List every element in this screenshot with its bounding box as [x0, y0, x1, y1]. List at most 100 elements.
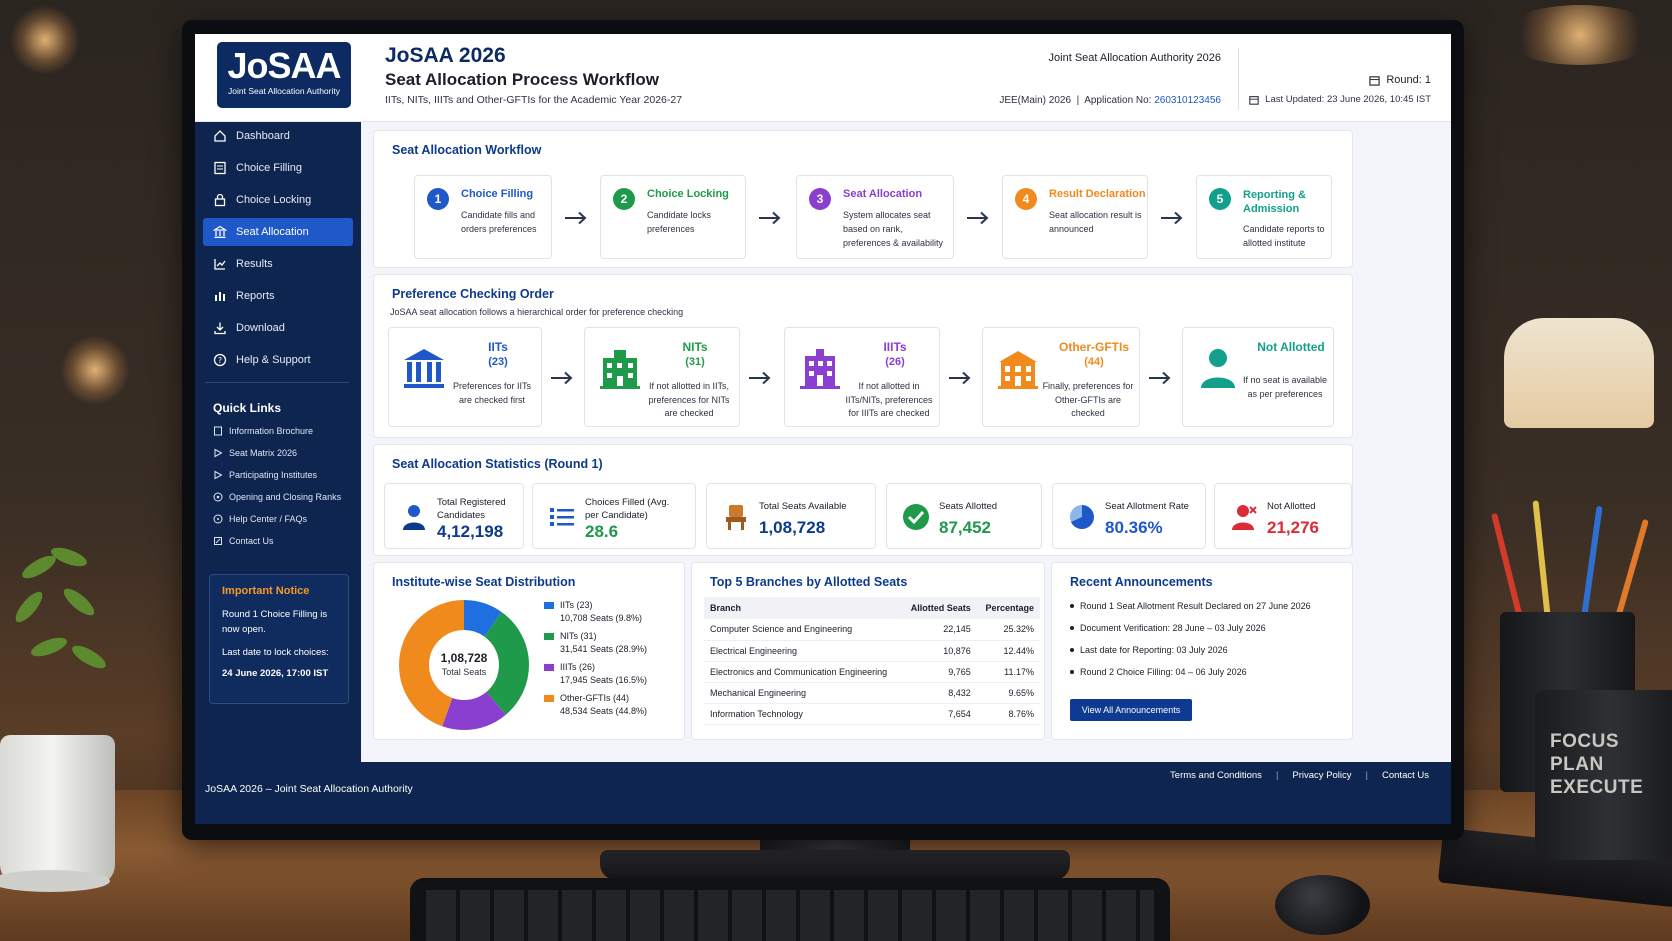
quick-link-seat-matrix[interactable]: Seat Matrix 2026: [213, 448, 297, 458]
stat-label: Not Allotted: [1267, 501, 1316, 512]
preference-description: If not allotted in IITs/NITs, preference…: [845, 381, 933, 418]
footer-separator: |: [1275, 770, 1279, 781]
mug: [1535, 690, 1672, 860]
sidebar-item-help-support[interactable]: ? Help & Support: [203, 346, 353, 374]
preference-nits[interactable]: NITs (31) If not allotted in IITs, prefe…: [584, 327, 740, 427]
column-header: Percentage: [976, 597, 1040, 619]
important-notice: Important Notice Round 1 Choice Filling …: [209, 574, 349, 704]
home-icon: [214, 130, 226, 142]
arrow-right-icon: [1161, 211, 1183, 225]
list-item[interactable]: Document Verification: 28 June – 03 July…: [1070, 621, 1340, 635]
list-item[interactable]: Round 1 Seat Allotment Result Declared o…: [1070, 599, 1340, 613]
sidebar-item-results[interactable]: Results: [203, 250, 353, 278]
workflow-step-result-declaration[interactable]: 4 Result Declaration Seat allocation res…: [1002, 175, 1148, 259]
donut-slice-nits[interactable]: [399, 600, 529, 730]
notice-body: Round 1 Choice Filling is now open.: [222, 609, 328, 635]
plant-pot: [0, 735, 115, 885]
list-item[interactable]: Last date for Reporting: 03 July 2026: [1070, 643, 1340, 657]
check-circle-icon: [903, 504, 929, 530]
authority-label: Joint Seat Allocation Authority 2026: [1048, 52, 1221, 64]
step-number: 5: [1209, 188, 1231, 210]
stat-label: Seat Allotment Rate: [1105, 501, 1189, 512]
header: JoSAA Joint Seat Allocation Authority Jo…: [195, 34, 1451, 122]
preference-description: Finally, preferences for Other-GFTIs are…: [1042, 381, 1134, 418]
stat-not-allotted: Not Allotted 21,276: [1214, 483, 1352, 549]
list-item[interactable]: Round 2 Choice Filling: 04 – 06 July 202…: [1070, 665, 1340, 679]
sidebar-item-seat-allocation[interactable]: Seat Allocation: [203, 218, 353, 246]
logo[interactable]: JoSAA Joint Seat Allocation Authority: [217, 42, 351, 108]
preference-iits[interactable]: IITs (23) Preferences for IITs are check…: [388, 327, 542, 427]
branches-title: Top 5 Branches by Allotted Seats: [710, 575, 908, 589]
footer-link-contact[interactable]: Contact Us: [1382, 770, 1429, 781]
workflow-step-reporting-admission[interactable]: 5 Reporting & Admission Candidate report…: [1196, 175, 1332, 259]
quick-link-participating-institutes[interactable]: Participating Institutes: [213, 470, 317, 480]
table-row: Computer Science and Engineering 22,145 25…: [704, 619, 1040, 641]
pencil: [1532, 500, 1551, 621]
preference-count: (31): [685, 356, 705, 368]
step-description: System allocates seat based on rank, pre…: [843, 210, 944, 248]
donut-slice-iiits[interactable]: [399, 600, 529, 730]
main-content: Seat Allocation Workflow 1 Choice Fillin…: [361, 122, 1451, 762]
arrow-right-icon: [967, 211, 989, 225]
institute-building-icon: [404, 349, 444, 388]
stat-label: Choices Filled (Avg. per Candidate): [585, 497, 670, 521]
pot-saucer: [0, 870, 110, 892]
view-all-announcements-button[interactable]: View All Announcements: [1070, 699, 1192, 721]
preference-other-gftis[interactable]: Other-GFTIs (44) Finally, preferences fo…: [982, 327, 1140, 427]
lamp-glow: [10, 5, 80, 75]
sidebar-item-dashboard[interactable]: Dashboard: [203, 122, 353, 150]
arrow-right-icon: [565, 211, 587, 225]
footer-link-terms[interactable]: Terms and Conditions: [1170, 770, 1262, 781]
workflow-card: Seat Allocation Workflow 1 Choice Fillin…: [373, 130, 1353, 268]
quick-link-opening-closing-ranks[interactable]: Opening and Closing Ranks: [213, 492, 341, 502]
step-title: Seat Allocation: [843, 188, 923, 200]
footer: JoSAA 2026 – Joint Seat Allocation Autho…: [195, 762, 1451, 824]
legend-item: IITs (23) 10,708 Seats (9.8%): [544, 599, 647, 625]
mug-text: FOCUS PLAN EXECUTE: [1550, 731, 1644, 798]
last-updated: Last Updated: 23 June 2026, 10:45 IST: [1249, 94, 1431, 105]
lamp-glow: [1500, 5, 1660, 65]
arrow-right-icon: [759, 211, 781, 225]
table-row: Electronics and Communication Engineerin…: [704, 661, 1040, 683]
workflow-step-seat-allocation[interactable]: 3 Seat Allocation System allocates seat …: [796, 175, 954, 259]
preference-not-allotted[interactable]: Not Allotted If no seat is available as …: [1182, 327, 1334, 427]
sidebar-item-reports[interactable]: Reports: [203, 282, 353, 310]
statistics-title: Seat Allocation Statistics (Round 1): [392, 457, 603, 471]
sidebar-item-download[interactable]: Download: [203, 314, 353, 342]
preference-title: NITs: [682, 340, 708, 354]
stat-value: 4,12,198: [437, 522, 504, 541]
sidebar-divider: [205, 382, 349, 383]
institute-building-icon: [600, 350, 640, 389]
quick-link-contact-us[interactable]: Contact Us: [213, 536, 274, 546]
stat-allotment-rate: Seat Allotment Rate 80.36%: [1052, 483, 1206, 549]
user-icon: [403, 505, 425, 530]
distribution-card: Institute-wise Seat Distribution 1,08,72…: [373, 562, 685, 740]
lamp-glow: [60, 335, 130, 405]
workflow-step-choice-locking[interactable]: 2 Choice Locking Candidate locks prefere…: [600, 175, 746, 259]
bar-chart-icon: [215, 292, 225, 301]
legend-item: NITs (31) 31,541 Seats (28.9%): [544, 630, 647, 656]
step-description: Candidate reports to allotted institute: [1243, 224, 1325, 248]
quick-link-help-center[interactable]: Help Center / FAQs: [213, 514, 307, 524]
sidebar-item-choice-locking[interactable]: Choice Locking: [203, 186, 353, 214]
institute-building-icon: [800, 349, 840, 389]
plant: [0, 540, 130, 700]
footer-link-privacy[interactable]: Privacy Policy: [1292, 770, 1352, 781]
footer-separator: |: [1365, 770, 1368, 781]
quick-link-information-brochure[interactable]: Information Brochure: [213, 426, 313, 436]
notice-deadline-label: Last date to lock choices:: [222, 647, 329, 658]
header-divider: [1238, 48, 1239, 110]
preference-title: Preference Checking Order: [392, 287, 554, 301]
donut-center-label: Total Seats: [441, 667, 487, 677]
preference-count: (44): [1084, 356, 1104, 368]
donut-slice-other-gftis[interactable]: [399, 600, 529, 730]
branches-table: Branch Allotted Seats Percentage Compute…: [704, 597, 1040, 725]
building-icon: [213, 225, 227, 238]
lock-icon: [214, 193, 226, 207]
step-title: Result Declaration: [1049, 188, 1146, 200]
workflow-step-choice-filling[interactable]: 1 Choice Filling Candidate fills and ord…: [414, 175, 552, 259]
preference-iiits[interactable]: IIITs (26) If not allotted in IITs/NITs,…: [784, 327, 940, 427]
sidebar-item-choice-filling[interactable]: Choice Filling: [203, 154, 353, 182]
user-x-icon: [1232, 505, 1257, 530]
step-title: Reporting & Admission: [1243, 189, 1306, 215]
